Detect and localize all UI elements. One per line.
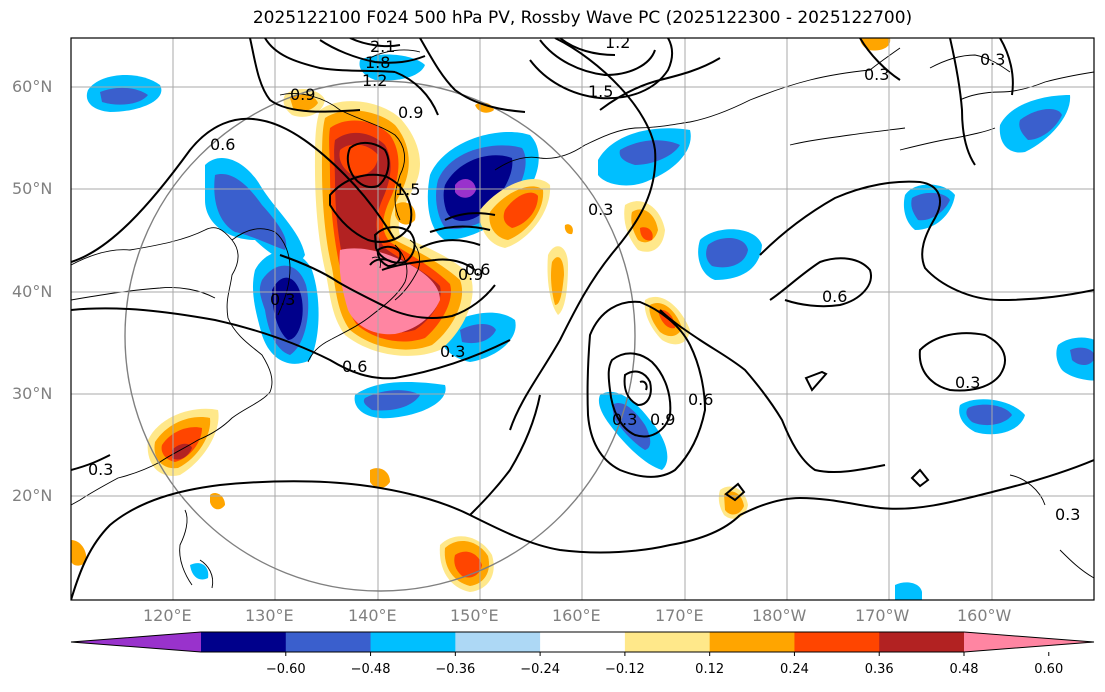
colorbar-outline xyxy=(70,631,1095,653)
lon-label-170w: 170°W xyxy=(855,606,910,625)
colorbar-segment xyxy=(370,632,456,652)
graticule xyxy=(71,38,1094,600)
lon-label-180w: 180°W xyxy=(752,606,807,625)
colorbar-segment xyxy=(455,632,541,652)
contour-label: 0.3 xyxy=(864,65,889,84)
lat-label-20n: 20°N xyxy=(12,486,53,505)
colorbar-segment xyxy=(879,632,965,652)
colorbar-tick-label: 0.24 xyxy=(779,662,809,677)
lon-label-140e: 140°E xyxy=(348,606,397,625)
colorbar-segment xyxy=(709,632,795,652)
colorbar-segment xyxy=(285,632,372,652)
colorbar-tick-label: −0.60 xyxy=(265,662,306,677)
lat-label-40n: 40°N xyxy=(12,282,53,301)
colorbar-segment xyxy=(201,632,287,652)
lon-label-170e: 170°E xyxy=(655,606,704,625)
colorbar-tick-label: −0.12 xyxy=(604,662,645,677)
contour-label: 0.6 xyxy=(688,390,713,409)
contour-label: 0.6 xyxy=(465,260,490,279)
lon-label-160w: 160°W xyxy=(957,606,1012,625)
lon-label-120e: 120°E xyxy=(143,606,192,625)
contour-label: 0.3 xyxy=(440,342,465,361)
contour-label: 0.9 xyxy=(458,265,483,284)
contour-label: 0.9 xyxy=(290,85,315,104)
colorbar-tick-label: 0.48 xyxy=(949,662,979,677)
contour-labels: 2.1 1.8 1.2 1.2 1.5 0.9 0.9 0.6 1.5 0.3 … xyxy=(88,33,1080,524)
colorbar-tick-label: −0.48 xyxy=(350,662,391,677)
contour-label: 0.3 xyxy=(88,460,113,479)
contour-label: 0.3 xyxy=(1055,505,1080,524)
contour-label: 1.2 xyxy=(362,71,387,90)
colorbar-tick-label: 0.60 xyxy=(1034,662,1064,677)
range-circle xyxy=(124,80,636,592)
contour-label: 1.2 xyxy=(605,33,630,52)
colorbar-tick-label: 0.12 xyxy=(695,662,725,677)
contour-label: 2.1 xyxy=(370,37,395,56)
contour-label: 0.6 xyxy=(210,135,235,154)
lat-label-30n: 30°N xyxy=(12,384,53,403)
coastlines xyxy=(71,47,1094,589)
colorbar xyxy=(70,631,1095,656)
lon-label-130e: 130°E xyxy=(245,606,294,625)
colorbar-tick-label: 0.36 xyxy=(864,662,894,677)
lon-label-160e: 160°E xyxy=(552,606,601,625)
colorbar-segment xyxy=(540,632,626,652)
map-frame xyxy=(70,37,1095,601)
contour-label: 0.3 xyxy=(980,50,1005,69)
pv-contours xyxy=(71,38,1094,600)
contour-label: 0.3 xyxy=(270,290,295,309)
lat-label-50n: 50°N xyxy=(12,179,53,198)
contour-label: 1.5 xyxy=(588,82,613,101)
contour-label: 0.6 xyxy=(342,357,367,376)
colorbar-segment xyxy=(794,632,880,652)
colorbar-extend-high xyxy=(964,632,1094,652)
colorbar-tick-label: −0.36 xyxy=(435,662,476,677)
contour-label: 0.6 xyxy=(822,287,847,306)
figure-title: 2025122100 F024 500 hPa PV, Rossby Wave … xyxy=(252,8,913,28)
contour-label: 1.5 xyxy=(395,180,420,199)
lon-label-150e: 150°E xyxy=(450,606,499,625)
contour-label: 0.3 xyxy=(588,200,613,219)
contour-label: 0.3 xyxy=(612,410,637,429)
contour-label: 0.9 xyxy=(398,103,423,122)
contour-label: 1.8 xyxy=(365,53,390,72)
contour-label: 0.3 xyxy=(955,373,980,392)
colorbar-extend-low xyxy=(71,632,201,652)
contour-label: 0.9 xyxy=(650,410,675,429)
colorbar-tick-label: −0.24 xyxy=(520,662,561,677)
colorbar-segment xyxy=(624,632,711,652)
lat-label-60n: 60°N xyxy=(12,77,53,96)
